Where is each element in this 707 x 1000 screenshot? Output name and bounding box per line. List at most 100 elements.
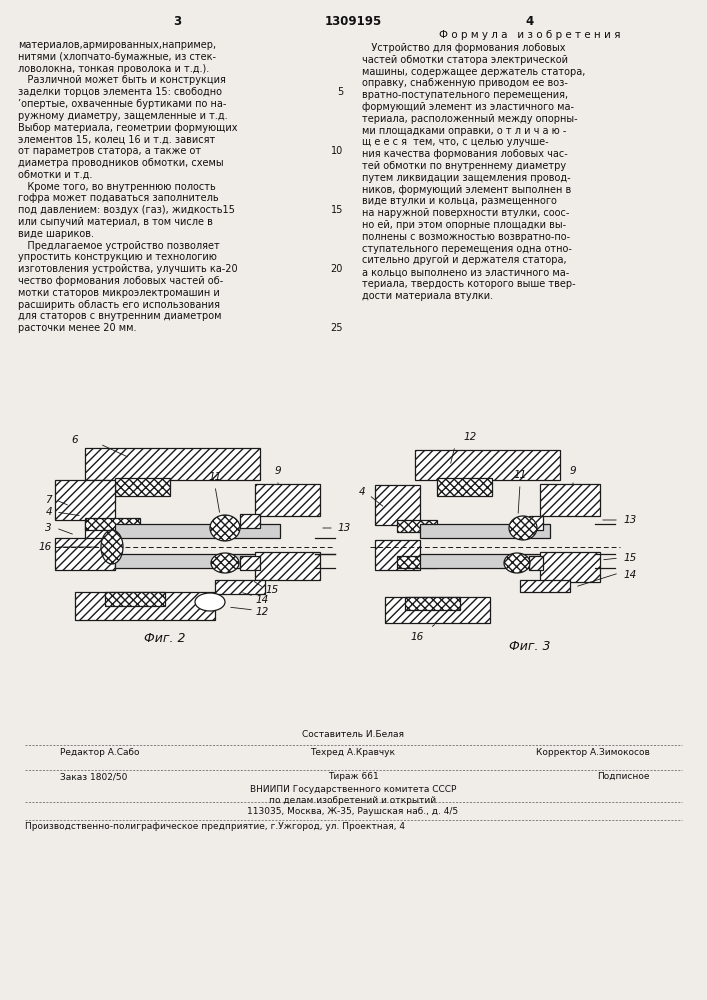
Text: дости материала втулки.: дости материала втулки.	[362, 291, 493, 301]
Bar	[115, 478, 170, 496]
Bar	[385, 597, 490, 623]
Text: 13: 13	[623, 515, 636, 525]
Text: 15: 15	[331, 205, 343, 215]
Bar	[375, 540, 420, 570]
Text: ловолокна, тонкая проволока и т.д.).: ловолокна, тонкая проволока и т.д.).	[18, 64, 209, 74]
Text: 10: 10	[331, 146, 343, 156]
Text: 4: 4	[358, 487, 365, 497]
Bar	[240, 556, 260, 570]
Text: 4: 4	[45, 507, 52, 517]
Text: Ф о р м у л а   и з о б р е т е н и я: Ф о р м у л а и з о б р е т е н и я	[439, 30, 621, 40]
Bar	[115, 524, 280, 538]
Text: Редактор А.Сабо: Редактор А.Сабо	[60, 748, 139, 757]
Text: виде шариков.: виде шариков.	[18, 229, 94, 239]
Text: Фиг. 3: Фиг. 3	[509, 640, 551, 653]
Text: ми площадками оправки, о т л и ч а ю -: ми площадками оправки, о т л и ч а ю -	[362, 126, 566, 136]
Text: Подписное: Подписное	[597, 772, 650, 781]
Text: машины, содержащее держатель статора,: машины, содержащее держатель статора,	[362, 67, 585, 77]
Text: или сыпучий материал, в том числе в: или сыпучий материал, в том числе в	[18, 217, 213, 227]
Text: вратно-поступательного перемещения,: вратно-поступательного перемещения,	[362, 90, 568, 100]
Bar	[85, 448, 260, 480]
Text: Выбор материала, геометрии формующих: Выбор материала, геометрии формующих	[18, 123, 238, 133]
Bar	[240, 514, 260, 528]
Text: на наружной поверхности втулки, соос-: на наружной поверхности втулки, соос-	[362, 208, 569, 218]
Bar	[420, 524, 550, 538]
Text: 11: 11	[209, 472, 221, 482]
Ellipse shape	[509, 516, 537, 540]
Text: формующий элемент из эластичного ма-: формующий элемент из эластичного ма-	[362, 102, 574, 112]
Text: 15: 15	[265, 585, 279, 595]
Bar	[375, 485, 420, 525]
Text: элементов 15, колец 16 и т.д. зависят: элементов 15, колец 16 и т.д. зависят	[18, 134, 215, 144]
Text: ВНИИПИ Государственного комитета СССР: ВНИИПИ Государственного комитета СССР	[250, 785, 456, 794]
Text: Тираж 661: Тираж 661	[327, 772, 378, 781]
Text: Заказ 1802/50: Заказ 1802/50	[60, 772, 127, 781]
Text: Производственно-полиграфическое предприятие, г.Ужгород, ул. Проектная, 4: Производственно-полиграфическое предприя…	[25, 822, 405, 831]
Text: по делам изобретений и открытий: по делам изобретений и открытий	[269, 796, 436, 805]
Text: Кроме того, во внутреннюю полость: Кроме того, во внутреннюю полость	[18, 182, 216, 192]
Text: 16: 16	[39, 542, 52, 552]
Text: диаметра проводников обмотки, схемы: диаметра проводников обмотки, схемы	[18, 158, 223, 168]
Text: щ е е с я  тем, что, с целью улучше-: щ е е с я тем, что, с целью улучше-	[362, 137, 549, 147]
Text: Составитель И.Белая: Составитель И.Белая	[302, 730, 404, 739]
Text: Различной может быть и конструкция: Различной может быть и конструкция	[18, 75, 226, 85]
Text: изготовления устройства, улучшить ка-20: изготовления устройства, улучшить ка-20	[18, 264, 238, 274]
Text: а кольцо выполнено из эластичного ма-: а кольцо выполнено из эластичного ма-	[362, 267, 569, 277]
Bar	[75, 592, 215, 620]
Text: путем ликвидации защемления провод-: путем ликвидации защемления провод-	[362, 173, 571, 183]
Bar	[437, 478, 492, 496]
Ellipse shape	[211, 553, 239, 573]
Text: чество формования лобовых частей об-: чество формования лобовых частей об-	[18, 276, 223, 286]
Bar	[255, 552, 320, 580]
Text: виде втулки и кольца, размещенного: виде втулки и кольца, размещенного	[362, 196, 557, 206]
Text: обмотки и т.д.: обмотки и т.д.	[18, 170, 93, 180]
Text: нитями (хлопчато-бумажные, из стек-: нитями (хлопчато-бумажные, из стек-	[18, 52, 216, 62]
Text: ников, формующий элемент выполнен в: ников, формующий элемент выполнен в	[362, 185, 571, 195]
Ellipse shape	[101, 530, 123, 564]
Text: от параметров статора, а также от: от параметров статора, а также от	[18, 146, 201, 156]
Text: для статоров с внутренним диаметром: для статоров с внутренним диаметром	[18, 311, 221, 321]
Text: териала, расположенный между опорны-: териала, расположенный между опорны-	[362, 114, 578, 124]
Bar	[540, 484, 600, 516]
Bar	[529, 556, 543, 570]
Bar	[55, 538, 115, 570]
Text: 5: 5	[337, 87, 343, 97]
Text: 9: 9	[275, 466, 281, 476]
Text: полнены с возможностью возвратно-по-: полнены с возможностью возвратно-по-	[362, 232, 570, 242]
Bar	[55, 480, 115, 520]
Text: но ей, при этом опорные площадки вы-: но ей, при этом опорные площадки вы-	[362, 220, 566, 230]
Text: ’опертые, охваченные буртиками по на-: ’опертые, охваченные буртиками по на-	[18, 99, 226, 109]
Bar	[215, 580, 265, 594]
Text: 12: 12	[463, 432, 477, 442]
Text: сительно другой и держателя статора,: сительно другой и держателя статора,	[362, 255, 566, 265]
Text: 25: 25	[330, 323, 343, 333]
Text: тей обмотки по внутреннему диаметру: тей обмотки по внутреннему диаметру	[362, 161, 566, 171]
Text: териала, твердость которого выше твер-: териала, твердость которого выше твер-	[362, 279, 575, 289]
Ellipse shape	[195, 593, 225, 611]
Bar	[397, 520, 437, 532]
Text: 13: 13	[338, 523, 351, 533]
Text: ступательного перемещения одна отно-: ступательного перемещения одна отно-	[362, 244, 572, 254]
Bar	[520, 580, 570, 592]
Text: расточки менее 20 мм.: расточки менее 20 мм.	[18, 323, 136, 333]
Text: 7: 7	[45, 495, 52, 505]
Bar	[529, 516, 543, 530]
Text: частей обмотки статора электрической: частей обмотки статора электрической	[362, 55, 568, 65]
Text: Фиг. 2: Фиг. 2	[144, 632, 186, 645]
Text: материалов,армированных,например,: материалов,армированных,например,	[18, 40, 216, 50]
Text: Корректор А.Зимокосов: Корректор А.Зимокосов	[536, 748, 650, 757]
Text: 3: 3	[173, 15, 181, 28]
Text: 9: 9	[570, 466, 576, 476]
Text: 1309195: 1309195	[325, 15, 382, 28]
Text: Предлагаемое устройство позволяет: Предлагаемое устройство позволяет	[18, 241, 220, 251]
Text: 15: 15	[623, 553, 636, 563]
Bar	[105, 592, 165, 606]
Text: 6: 6	[71, 435, 78, 445]
Bar	[255, 484, 320, 516]
Text: заделки торцов элемента 15: свободно: заделки торцов элемента 15: свободно	[18, 87, 222, 97]
Text: 14: 14	[623, 570, 636, 580]
Text: мотки статоров микроэлектромашин и: мотки статоров микроэлектромашин и	[18, 288, 220, 298]
Bar	[415, 450, 560, 480]
Text: 4: 4	[526, 15, 534, 28]
Text: ружному диаметру, защемленные и т.д.: ружному диаметру, защемленные и т.д.	[18, 111, 228, 121]
